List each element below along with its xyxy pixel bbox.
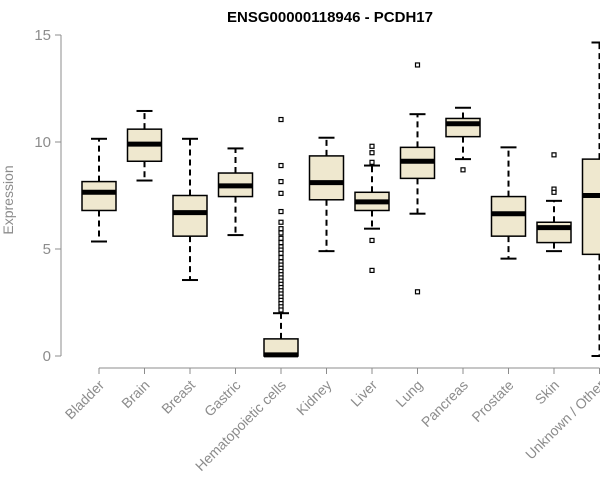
y-axis: 0 5 10 15 xyxy=(34,27,62,365)
iqr-box xyxy=(490,195,527,237)
outlier-point xyxy=(278,178,284,185)
x-tick-label: Gastric xyxy=(201,377,244,420)
box-kidney xyxy=(308,136,345,253)
outlier-point xyxy=(278,254,284,261)
box-unknown-other xyxy=(581,41,600,357)
x-tick-label: Skin xyxy=(532,377,563,408)
chart-title: ENSG00000118946 - PCDH17 xyxy=(227,9,433,26)
iqr-box xyxy=(445,117,481,138)
y-axis-label: Expression xyxy=(0,165,16,234)
y-tick-label: 15 xyxy=(34,27,51,44)
x-tick-label: Lung xyxy=(392,377,425,410)
outlier-point xyxy=(460,167,466,173)
iqr-box xyxy=(81,180,117,212)
x-tick-label: Breast xyxy=(158,377,198,417)
outlier-point xyxy=(369,143,375,149)
box-pancreas xyxy=(445,106,481,173)
outlier-point xyxy=(278,230,284,236)
box-bladder xyxy=(81,137,117,243)
outlier-point xyxy=(369,150,375,156)
box-prostate xyxy=(490,146,527,260)
x-tick-label: Pancreas xyxy=(418,377,471,430)
iqr-box xyxy=(581,158,600,256)
boxes-layer xyxy=(81,41,600,358)
box-brain xyxy=(126,109,163,182)
x-tick-label: Brain xyxy=(118,377,152,411)
x-tick-label: Bladder xyxy=(62,377,108,423)
outlier-point xyxy=(551,152,557,158)
outlier-point xyxy=(551,189,557,195)
iqr-box xyxy=(172,194,208,237)
outlier-point xyxy=(414,289,421,295)
outlier-point xyxy=(369,237,375,244)
outlier-point xyxy=(278,226,284,232)
iqr-box xyxy=(308,155,345,201)
x-tick-label: Prostate xyxy=(468,377,516,425)
y-tick-label: 0 xyxy=(43,348,51,365)
outlier-point xyxy=(278,235,284,241)
outlier-point xyxy=(278,250,284,256)
outlier-point xyxy=(278,307,284,313)
x-tick-label: Hematopoietic cells xyxy=(192,377,289,474)
outlier-point xyxy=(278,219,284,225)
outlier-point xyxy=(369,267,375,273)
box-lung xyxy=(399,62,436,295)
x-tick-label: Liver xyxy=(347,377,380,410)
y-tick-label: 10 xyxy=(34,134,51,151)
outlier-point xyxy=(278,239,284,246)
outlier-point xyxy=(369,159,375,165)
box-gastric xyxy=(217,147,254,237)
box-skin xyxy=(536,152,572,253)
x-tick-label: Unknown / Other xyxy=(522,377,600,463)
outlier-point xyxy=(414,62,421,68)
box-hematopoietic-cells xyxy=(263,116,299,358)
outlier-point xyxy=(278,190,284,196)
box-breast xyxy=(172,137,208,282)
outlier-point xyxy=(278,116,284,123)
box-liver xyxy=(354,143,390,273)
y-tick-label: 5 xyxy=(43,241,51,258)
x-tick-label: Kidney xyxy=(293,377,335,419)
outlier-point xyxy=(278,208,284,215)
outlier-point xyxy=(278,162,284,169)
